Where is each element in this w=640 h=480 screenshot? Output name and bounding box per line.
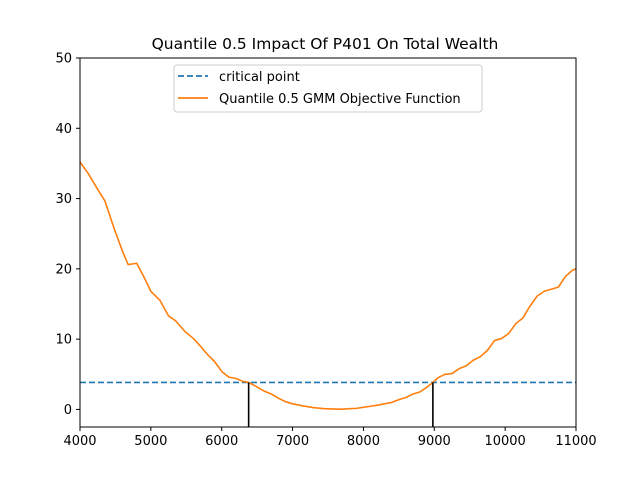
y-axis: 0 10 20 30 40 50 [55,52,80,418]
x-tick-label-11000: 11000 [555,434,596,449]
x-tick-label-5000: 5000 [134,434,167,449]
legend-label-critical-point: critical point [219,70,300,85]
y-tick-label-0: 0 [64,403,72,418]
plot-frame [79,57,577,428]
y-tick-label-30: 30 [55,192,72,207]
plot-area [79,57,577,428]
x-tick-label-10000: 10000 [484,434,525,449]
y-tick-label-10: 10 [55,333,72,348]
x-tick-label-8000: 8000 [347,434,380,449]
legend: critical point Quantile 0.5 GMM Objectiv… [173,64,483,113]
x-tick-label-4000: 4000 [63,434,96,449]
x-axis: 4000 5000 6000 7000 8000 9000 10000 11000 [63,427,597,449]
objective-function-line [79,161,577,411]
chart-title: Quantile 0.5 Impact Of P401 On Total Wea… [152,35,499,53]
x-tick-label-9000: 9000 [418,434,451,449]
legend-label-objective-function: Quantile 0.5 GMM Objective Function [219,92,461,107]
x-tick-label-6000: 6000 [205,434,238,449]
y-tick-label-40: 40 [55,122,72,137]
legend-frame [173,64,483,113]
y-tick-label-20: 20 [55,262,72,277]
y-tick-label-50: 50 [55,52,72,67]
x-tick-label-7000: 7000 [276,434,309,449]
